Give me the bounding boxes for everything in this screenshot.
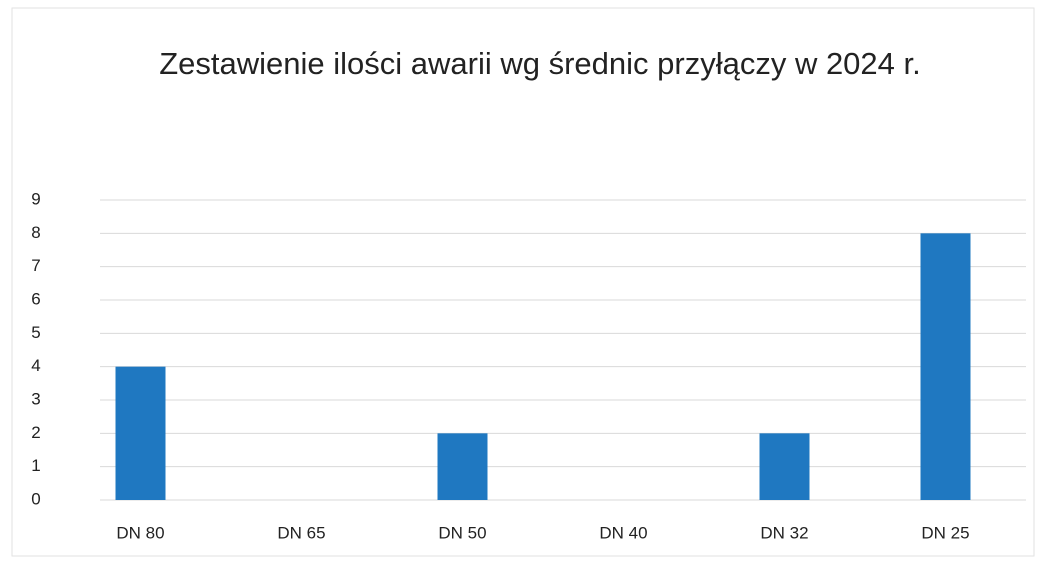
y-tick-label: 3	[31, 389, 40, 408]
x-tick-label: DN 25	[921, 523, 969, 542]
x-tick-label: DN 32	[760, 523, 808, 542]
bar	[115, 366, 166, 500]
x-tick-label: DN 65	[277, 523, 325, 542]
y-tick-label: 4	[31, 356, 40, 375]
bar	[437, 433, 488, 500]
y-tick-label: 6	[31, 289, 40, 308]
y-tick-label: 9	[31, 189, 40, 208]
x-tick-label: DN 50	[438, 523, 486, 542]
bar	[920, 233, 971, 501]
x-tick-label: DN 40	[599, 523, 647, 542]
y-tick-label: 0	[31, 489, 40, 508]
bar	[759, 433, 810, 500]
chart-border	[11, 7, 1035, 557]
x-tick-label: DN 80	[116, 523, 164, 542]
y-tick-label: 1	[31, 456, 40, 475]
y-tick-label: 8	[31, 223, 40, 242]
y-tick-label: 5	[31, 323, 40, 342]
y-tick-label: 7	[31, 256, 40, 275]
y-tick-label: 2	[31, 423, 40, 442]
chart-title: Zestawienie ilości awarii wg średnic prz…	[159, 46, 921, 81]
